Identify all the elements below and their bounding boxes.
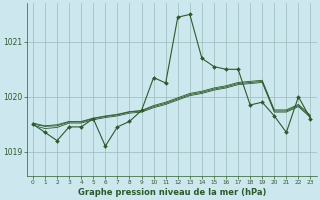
X-axis label: Graphe pression niveau de la mer (hPa): Graphe pression niveau de la mer (hPa): [77, 188, 266, 197]
